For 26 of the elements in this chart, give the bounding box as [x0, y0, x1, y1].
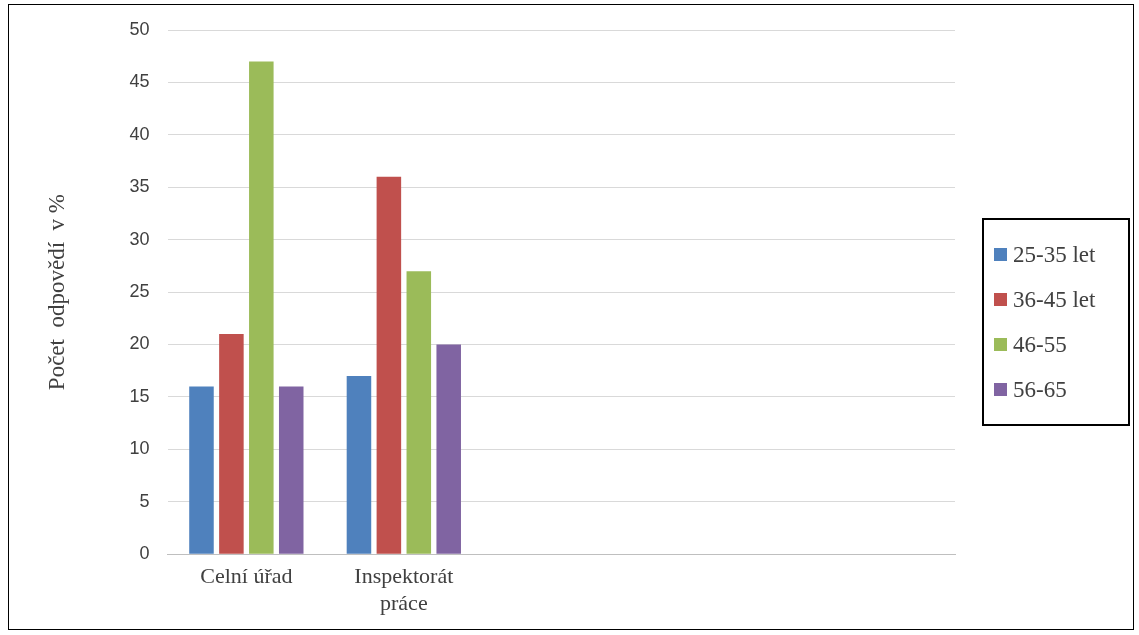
y-tick-label: 20 [129, 333, 150, 354]
bar [189, 386, 214, 554]
x-tick-label: Inspektorát práce [354, 563, 454, 615]
y-tick-label: 50 [129, 18, 150, 39]
y-tick-label: 15 [129, 385, 150, 406]
y-tick-label: 45 [129, 71, 150, 92]
y-tick-label: 5 [139, 490, 150, 511]
y-tick-label: 40 [129, 123, 150, 144]
y-tick-label: 10 [129, 438, 150, 459]
bar [376, 176, 402, 554]
bar [278, 386, 304, 554]
legend-label: 36-45 let [1013, 286, 1096, 313]
y-tick-label: 25 [129, 281, 150, 302]
y-tick-label: 0 [139, 543, 150, 564]
bar [436, 344, 461, 554]
bar [406, 271, 432, 554]
y-axis-title: Počet odpovědí v % [43, 194, 69, 391]
bar [346, 375, 372, 554]
legend-label: 56-65 [1013, 376, 1067, 403]
legend-label: 25-35 let [1013, 241, 1096, 268]
legend-label: 46-55 [1013, 331, 1067, 358]
bar [219, 334, 244, 554]
y-tick-label: 30 [129, 228, 150, 249]
bar [249, 61, 274, 554]
y-tick-label: 35 [129, 176, 150, 197]
x-tick-label: Celní úřad [200, 563, 293, 589]
